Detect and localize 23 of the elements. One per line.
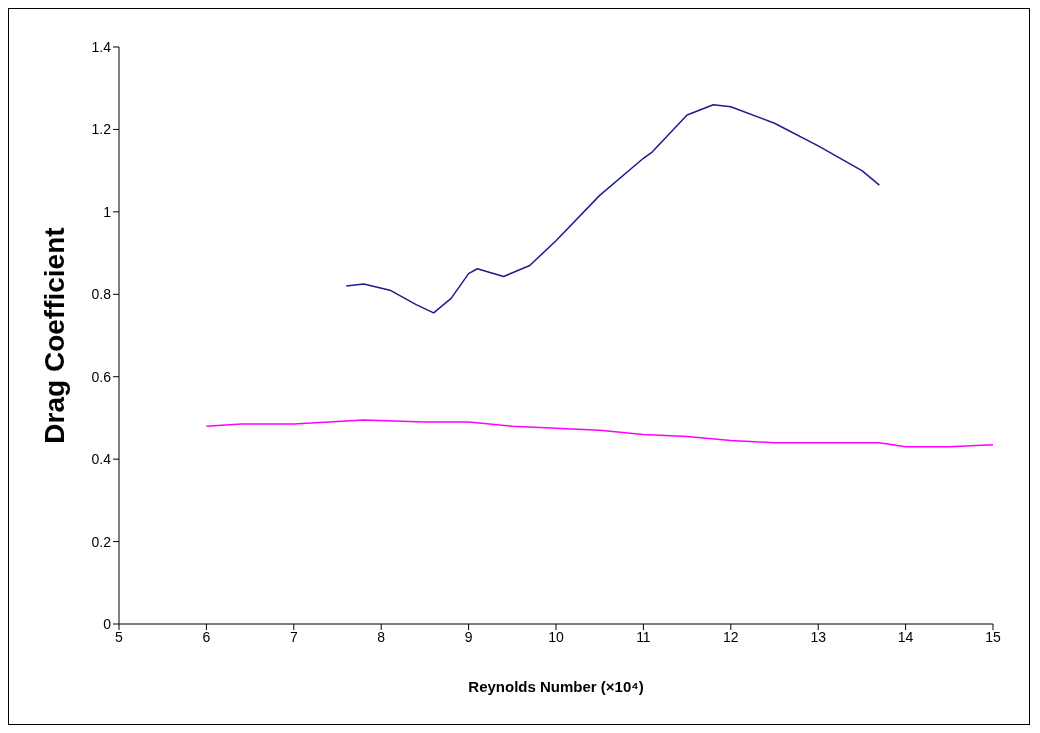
y-tick-label: 0.2 bbox=[91, 533, 112, 550]
x-tick-label: 14 bbox=[897, 628, 914, 645]
x-tick-label: 8 bbox=[377, 628, 386, 645]
x-tick-label: 15 bbox=[985, 628, 1001, 645]
y-tick-label: 0.6 bbox=[91, 368, 112, 385]
x-tick-label: 13 bbox=[810, 628, 827, 645]
y-tick-label: 1.4 bbox=[91, 38, 112, 55]
x-tick-label: 11 bbox=[636, 628, 651, 645]
x-axis-title: Reynolds Number (×10⁴) bbox=[468, 678, 644, 695]
x-tick-label: 12 bbox=[723, 628, 739, 645]
y-tick-label: 0.8 bbox=[91, 286, 112, 303]
x-tick-label: 6 bbox=[202, 628, 211, 645]
y-tick-label: 1 bbox=[103, 203, 112, 220]
line-series bbox=[345, 103, 881, 314]
x-tick-label: 5 bbox=[115, 628, 124, 645]
y-tick-label: 1.2 bbox=[91, 121, 112, 138]
line-series bbox=[205, 419, 993, 448]
x-tick-label: 7 bbox=[289, 628, 298, 645]
x-tick-label: 10 bbox=[548, 628, 564, 645]
x-tick-label: 9 bbox=[464, 628, 473, 645]
y-tick-label: 0.4 bbox=[91, 451, 112, 468]
y-tick-label: 0 bbox=[103, 615, 112, 632]
y-axis-title: Drag Coefficient bbox=[38, 227, 70, 444]
